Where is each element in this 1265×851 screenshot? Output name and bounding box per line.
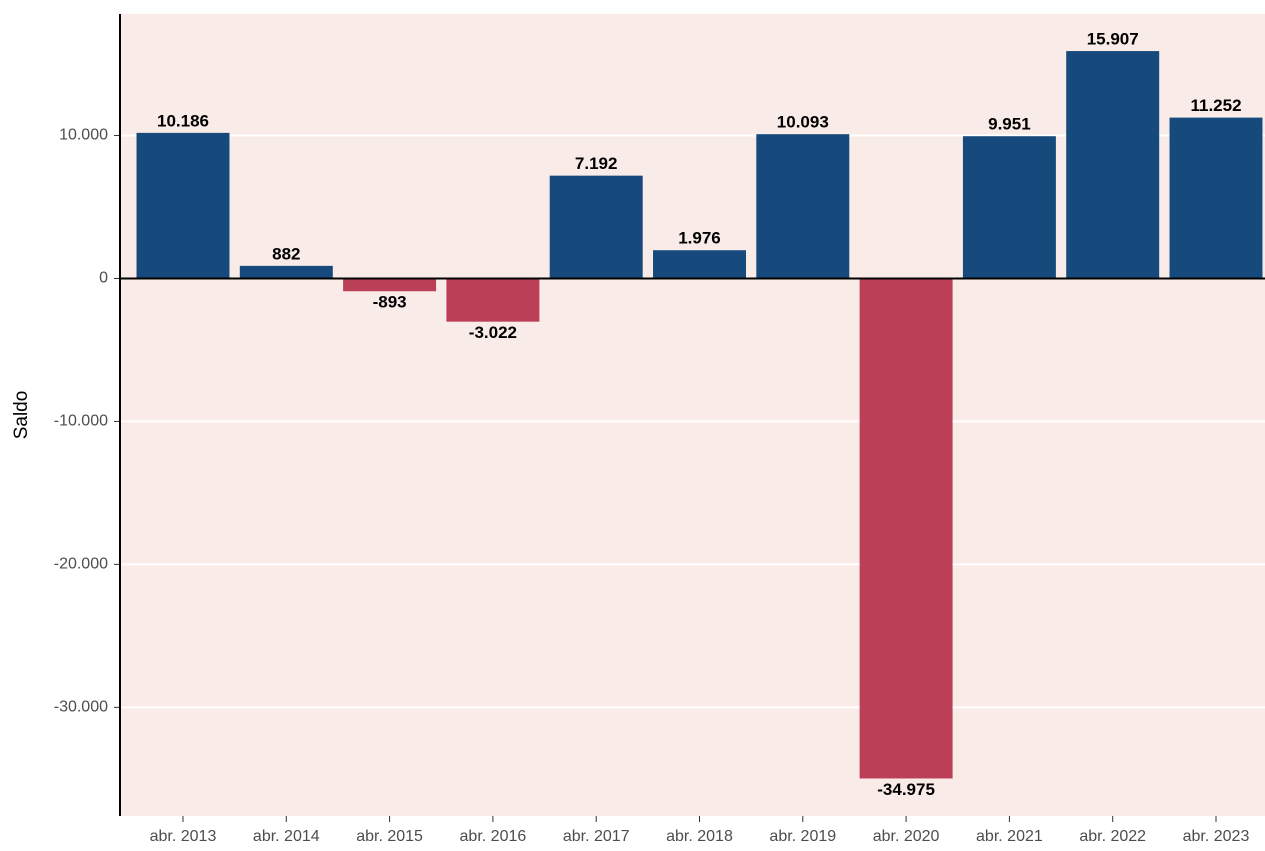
x-tick-label: abr. 2013 [150,828,217,845]
x-tick-label: abr. 2023 [1183,828,1250,845]
bar [1169,117,1263,279]
bar [653,250,746,279]
bar [859,278,953,779]
value-label: 882 [272,244,300,263]
bar [343,278,437,292]
x-tick-label: abr. 2020 [873,828,940,845]
value-label: -3.022 [469,323,517,342]
x-tick-label: abr. 2018 [666,828,733,845]
value-label: 10.093 [777,113,829,132]
y-axis-title: Saldo [11,391,32,440]
x-tick-label: abr. 2017 [563,828,630,845]
bar [136,132,230,279]
x-tick-label: abr. 2015 [356,828,423,845]
bar [239,265,333,279]
y-tick-label: 10.000 [59,127,108,144]
value-label: -34.975 [877,780,935,799]
y-tick-label: -20.000 [54,556,108,573]
bar [962,136,1056,279]
x-tick-label: abr. 2022 [1079,828,1146,845]
value-label: 1.976 [678,229,721,248]
bar [756,134,850,279]
y-tick-label: 0 [99,270,108,287]
x-tick-label: abr. 2019 [769,828,836,845]
bar [1066,51,1160,279]
bar [549,175,643,279]
value-label: 11.252 [1190,96,1241,115]
y-tick-label: -10.000 [54,413,108,430]
value-label: 7.192 [575,154,618,173]
value-label: 15.907 [1087,30,1139,49]
value-label: 10.186 [157,111,209,130]
x-tick-label: abr. 2014 [253,828,320,845]
value-label: 9.951 [988,115,1031,134]
x-tick-label: abr. 2016 [460,828,527,845]
value-label: -893 [373,293,407,312]
y-tick-label: -30.000 [54,699,108,716]
x-tick-label: abr. 2021 [976,828,1043,845]
bar [446,278,540,322]
